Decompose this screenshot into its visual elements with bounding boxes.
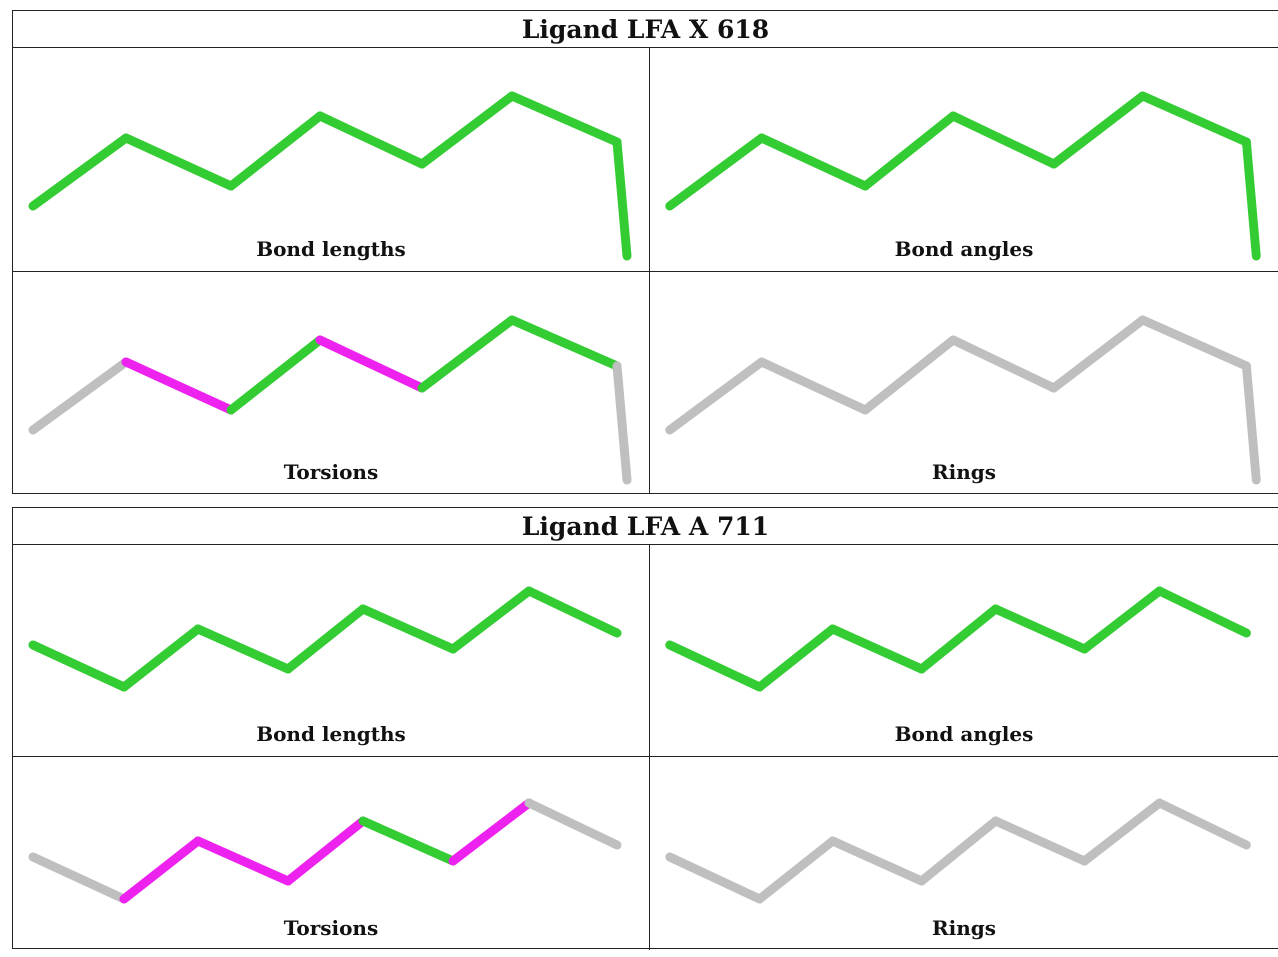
bond-segment-ok [417,91,517,169]
panel-caption: Torsions [283,460,379,484]
bond-segment-na [860,335,958,415]
panel-caption: Bond lengths [256,237,406,261]
bond-segment-ok [315,111,427,169]
bond-segment-ok [612,137,632,261]
ligand-structure [28,586,622,692]
bond-segment-ok [417,315,517,393]
panel-bond-angles: Bond angles [650,48,1278,272]
panel-caption: Bond lengths [256,722,406,746]
ligand-structure [28,798,622,904]
panel-bond-angles: Bond angles [650,545,1278,757]
bond-segment-na [28,852,129,904]
ligand-structure [28,315,632,485]
bond-segment-ok [193,624,293,674]
bond-segment-ok [226,335,325,415]
bond-segment-ok [119,624,203,692]
bond-segment-ok [358,816,458,866]
bond-segment-ok [1241,137,1261,261]
bond-segment-na [665,852,765,904]
ligand-structure [665,91,1261,261]
bond-segment-na [991,816,1089,866]
bond-segment-ok [755,624,838,692]
bond-segment-outlier [283,816,368,886]
bond-segment-ok [948,111,1059,169]
bond-segment-ok [507,91,622,147]
panel-caption: Rings [931,460,996,484]
panel-caption: Torsions [283,916,379,940]
bond-segment-na [1138,315,1251,371]
bond-segment-na [1049,315,1148,393]
bond-segment-ok [1080,586,1164,654]
ligand-card-1: Ligand LFA X 618 Bond lengths Bond angle… [12,10,1278,494]
bond-segment-ok [1155,586,1251,638]
bond-segment-ok [28,133,131,211]
bond-segment-ok [358,604,458,654]
bond-segment-ok [1138,91,1251,147]
bond-segment-na [755,836,838,904]
bond-segment-na [28,357,131,435]
panel-caption: Rings [931,916,996,940]
bond-segment-ok [665,133,767,211]
ligand-title: Ligand LFA A 711 [13,508,1278,545]
bond-segment-na [757,357,870,415]
bond-segment-na [1155,798,1251,850]
bond-segment-ok [448,586,534,654]
bond-segment-na [1080,798,1164,866]
bond-segment-na [524,798,622,850]
bond-segment-ok [283,604,368,674]
bond-segment-ok [28,640,129,692]
ligand-title: Ligand LFA X 618 [13,11,1278,48]
bond-segment-na [665,357,767,435]
ligand-structure [28,91,632,261]
bond-segment-ok [524,586,622,638]
bond-segment-ok [121,133,236,191]
bond-segment-outlier [315,335,427,393]
panel-torsions: Torsions [13,757,650,950]
bond-segment-outlier [448,798,534,866]
bond-segment-ok [507,315,622,371]
panel-rings: Rings [650,757,1278,950]
bond-segment-ok [991,604,1089,654]
bond-segment-ok [665,640,765,692]
bond-segment-ok [226,111,325,191]
bond-segment-ok [828,624,926,674]
ligand-structure [665,798,1251,904]
bond-segment-outlier [119,836,203,904]
bond-segment-ok [860,111,958,191]
bond-segment-na [1241,361,1261,485]
ligand-structure [665,586,1251,692]
bond-segment-ok [917,604,1001,674]
bond-segment-ok [757,133,870,191]
panel-caption: Bond angles [894,237,1034,261]
bond-segment-na [612,361,632,485]
panel-bond-lengths: Bond lengths [13,48,650,272]
panel-torsions: Torsions [13,272,650,494]
panel-caption: Bond angles [894,722,1034,746]
bond-segment-outlier [193,836,293,886]
bond-segment-na [917,816,1001,886]
bond-segment-na [828,836,926,886]
panel-rings: Rings [650,272,1278,494]
ligand-structure [665,315,1261,485]
bond-segment-ok [1049,91,1148,169]
ligand-card-2: Ligand LFA A 711 Bond lengths Bond angle… [12,507,1278,950]
bond-segment-outlier [121,357,236,415]
bond-segment-na [948,335,1059,393]
panel-bond-lengths: Bond lengths [13,545,650,757]
